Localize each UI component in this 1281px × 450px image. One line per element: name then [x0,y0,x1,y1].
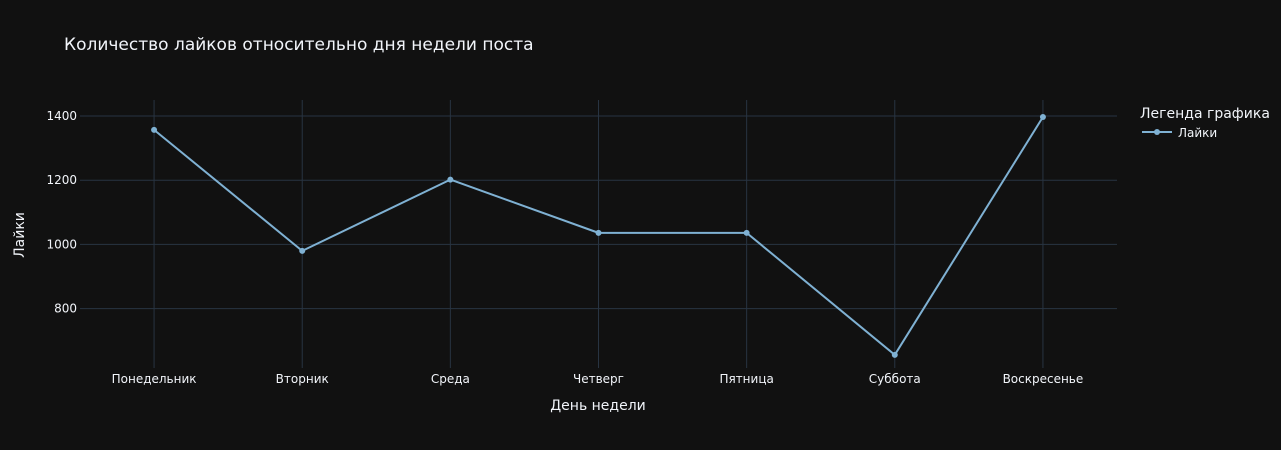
legend-item-likes[interactable]: Лайки [1142,126,1217,140]
data-point[interactable] [1039,114,1046,121]
y-tick-label: 1200 [46,173,77,187]
x-tick-label: Четверг [573,372,624,386]
data-point[interactable] [299,247,306,254]
x-tick-label: Пятница [719,372,773,386]
x-axis-ticks: Понедельник Вторник Среда Четверг Пятница Суб… [112,372,1084,386]
y-tick-label: 1000 [46,237,77,251]
x-tick-label: Среда [431,372,470,386]
series-group[interactable] [151,114,1046,358]
legend-label: Лайки [1178,126,1217,140]
x-tick-label: Воскресенье [1003,372,1084,386]
y-axis-title: Лайки [12,212,28,258]
x-axis-title: День недели [550,398,646,414]
legend-title: Легенда графика [1140,106,1270,122]
y-tick-label: 1400 [46,109,77,123]
chart-title: Количество лайков относительно дня недел… [64,35,534,55]
legend-marker-icon [1154,129,1160,135]
x-tick-label: Вторник [276,372,329,386]
data-point[interactable] [151,126,158,133]
data-point[interactable] [891,351,898,358]
y-axis-ticks: 800 1000 1200 1400 [46,109,77,316]
x-tick-label: Суббота [869,372,921,386]
x-tick-label: Понедельник [112,372,197,386]
y-tick-label: 800 [54,302,77,316]
data-point[interactable] [743,229,750,236]
grid [80,100,1117,368]
data-point[interactable] [595,229,602,236]
data-point[interactable] [447,176,454,183]
legend[interactable]: Легенда графика Лайки [1140,106,1270,140]
